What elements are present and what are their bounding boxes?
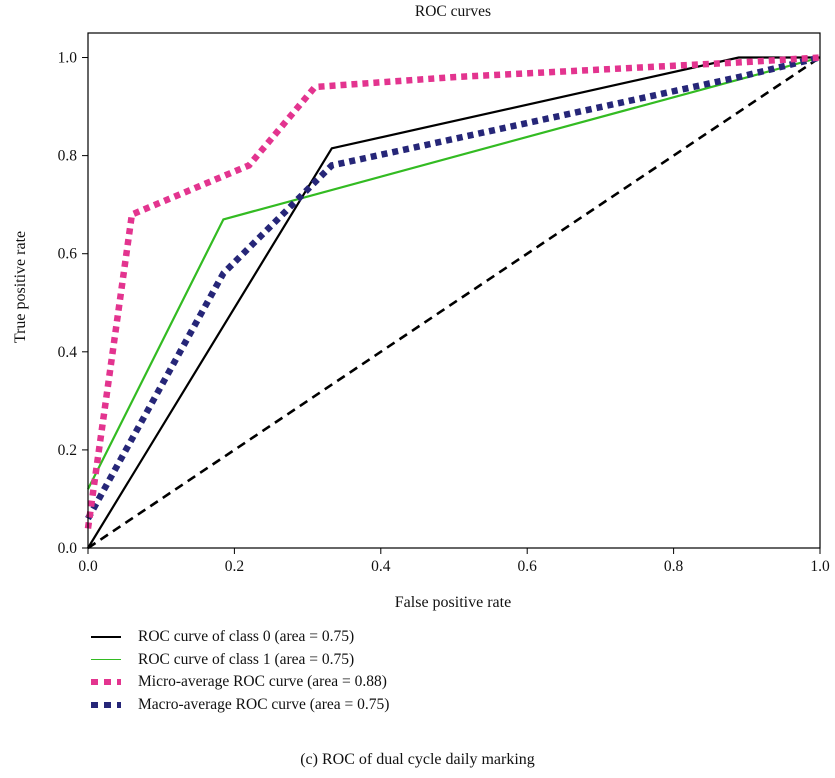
legend-label: Macro-average ROC curve (area = 0.75) — [138, 695, 390, 713]
chance-diagonal-line — [87, 56, 821, 550]
legend-item: ROC curve of class 1 (area = 0.75) — [88, 649, 389, 672]
legend-swatch — [88, 634, 124, 640]
y-tick-label: 0.8 — [58, 148, 78, 165]
legend-swatch — [88, 701, 124, 708]
legend-item: Macro-average ROC curve (area = 0.75) — [88, 694, 389, 717]
x-tick-label: 0.2 — [225, 558, 244, 575]
legend: ROC curve of class 0 (area = 0.75) ROC c… — [88, 626, 389, 716]
legend-label: Micro-average ROC curve (area = 0.88) — [138, 673, 387, 691]
x-tick-label: 0.4 — [371, 558, 391, 575]
y-tick-label: 1.0 — [58, 50, 78, 67]
legend-item: ROC curve of class 0 (area = 0.75) — [88, 626, 389, 649]
legend-swatch — [88, 679, 124, 686]
x-tick-label: 0.8 — [664, 558, 684, 575]
y-tick-label: 0.0 — [58, 540, 78, 557]
legend-label: ROC curve of class 0 (area = 0.75) — [138, 628, 355, 646]
legend-dot-marker — [91, 701, 121, 708]
series-line-2 — [84, 54, 821, 529]
x-tick-label: 1.0 — [810, 558, 830, 575]
x-axis-label: False positive rate — [395, 594, 511, 611]
x-tick-label: 0.0 — [78, 558, 98, 575]
series-line-3 — [85, 54, 821, 521]
legend-swatch — [88, 657, 124, 663]
y-axis-label: True positive rate — [12, 231, 29, 343]
legend-line-marker — [91, 658, 121, 661]
legend-dot-marker — [91, 679, 121, 686]
y-tick-label: 0.6 — [58, 246, 78, 263]
legend-label: ROC curve of class 1 (area = 0.75) — [138, 650, 355, 668]
plot-area: 0.0 0.2 0.4 0.6 0.8 1.0 0.0 0.2 0.4 0.6 0.8 1.0 — [58, 32, 830, 575]
plot-frame — [87, 32, 821, 549]
x-tick-label: 0.6 — [518, 558, 538, 575]
figure-caption: (c) ROC of dual cycle daily marking — [300, 751, 535, 768]
series-line-0 — [87, 56, 820, 549]
y-tick-label: 0.2 — [58, 442, 77, 459]
series-line-1 — [87, 56, 821, 490]
y-tick-label: 0.4 — [58, 344, 78, 361]
chart-title: ROC curves — [415, 3, 491, 20]
legend-line-marker — [91, 636, 121, 638]
legend-item: Micro-average ROC curve (area = 0.88) — [88, 671, 389, 694]
